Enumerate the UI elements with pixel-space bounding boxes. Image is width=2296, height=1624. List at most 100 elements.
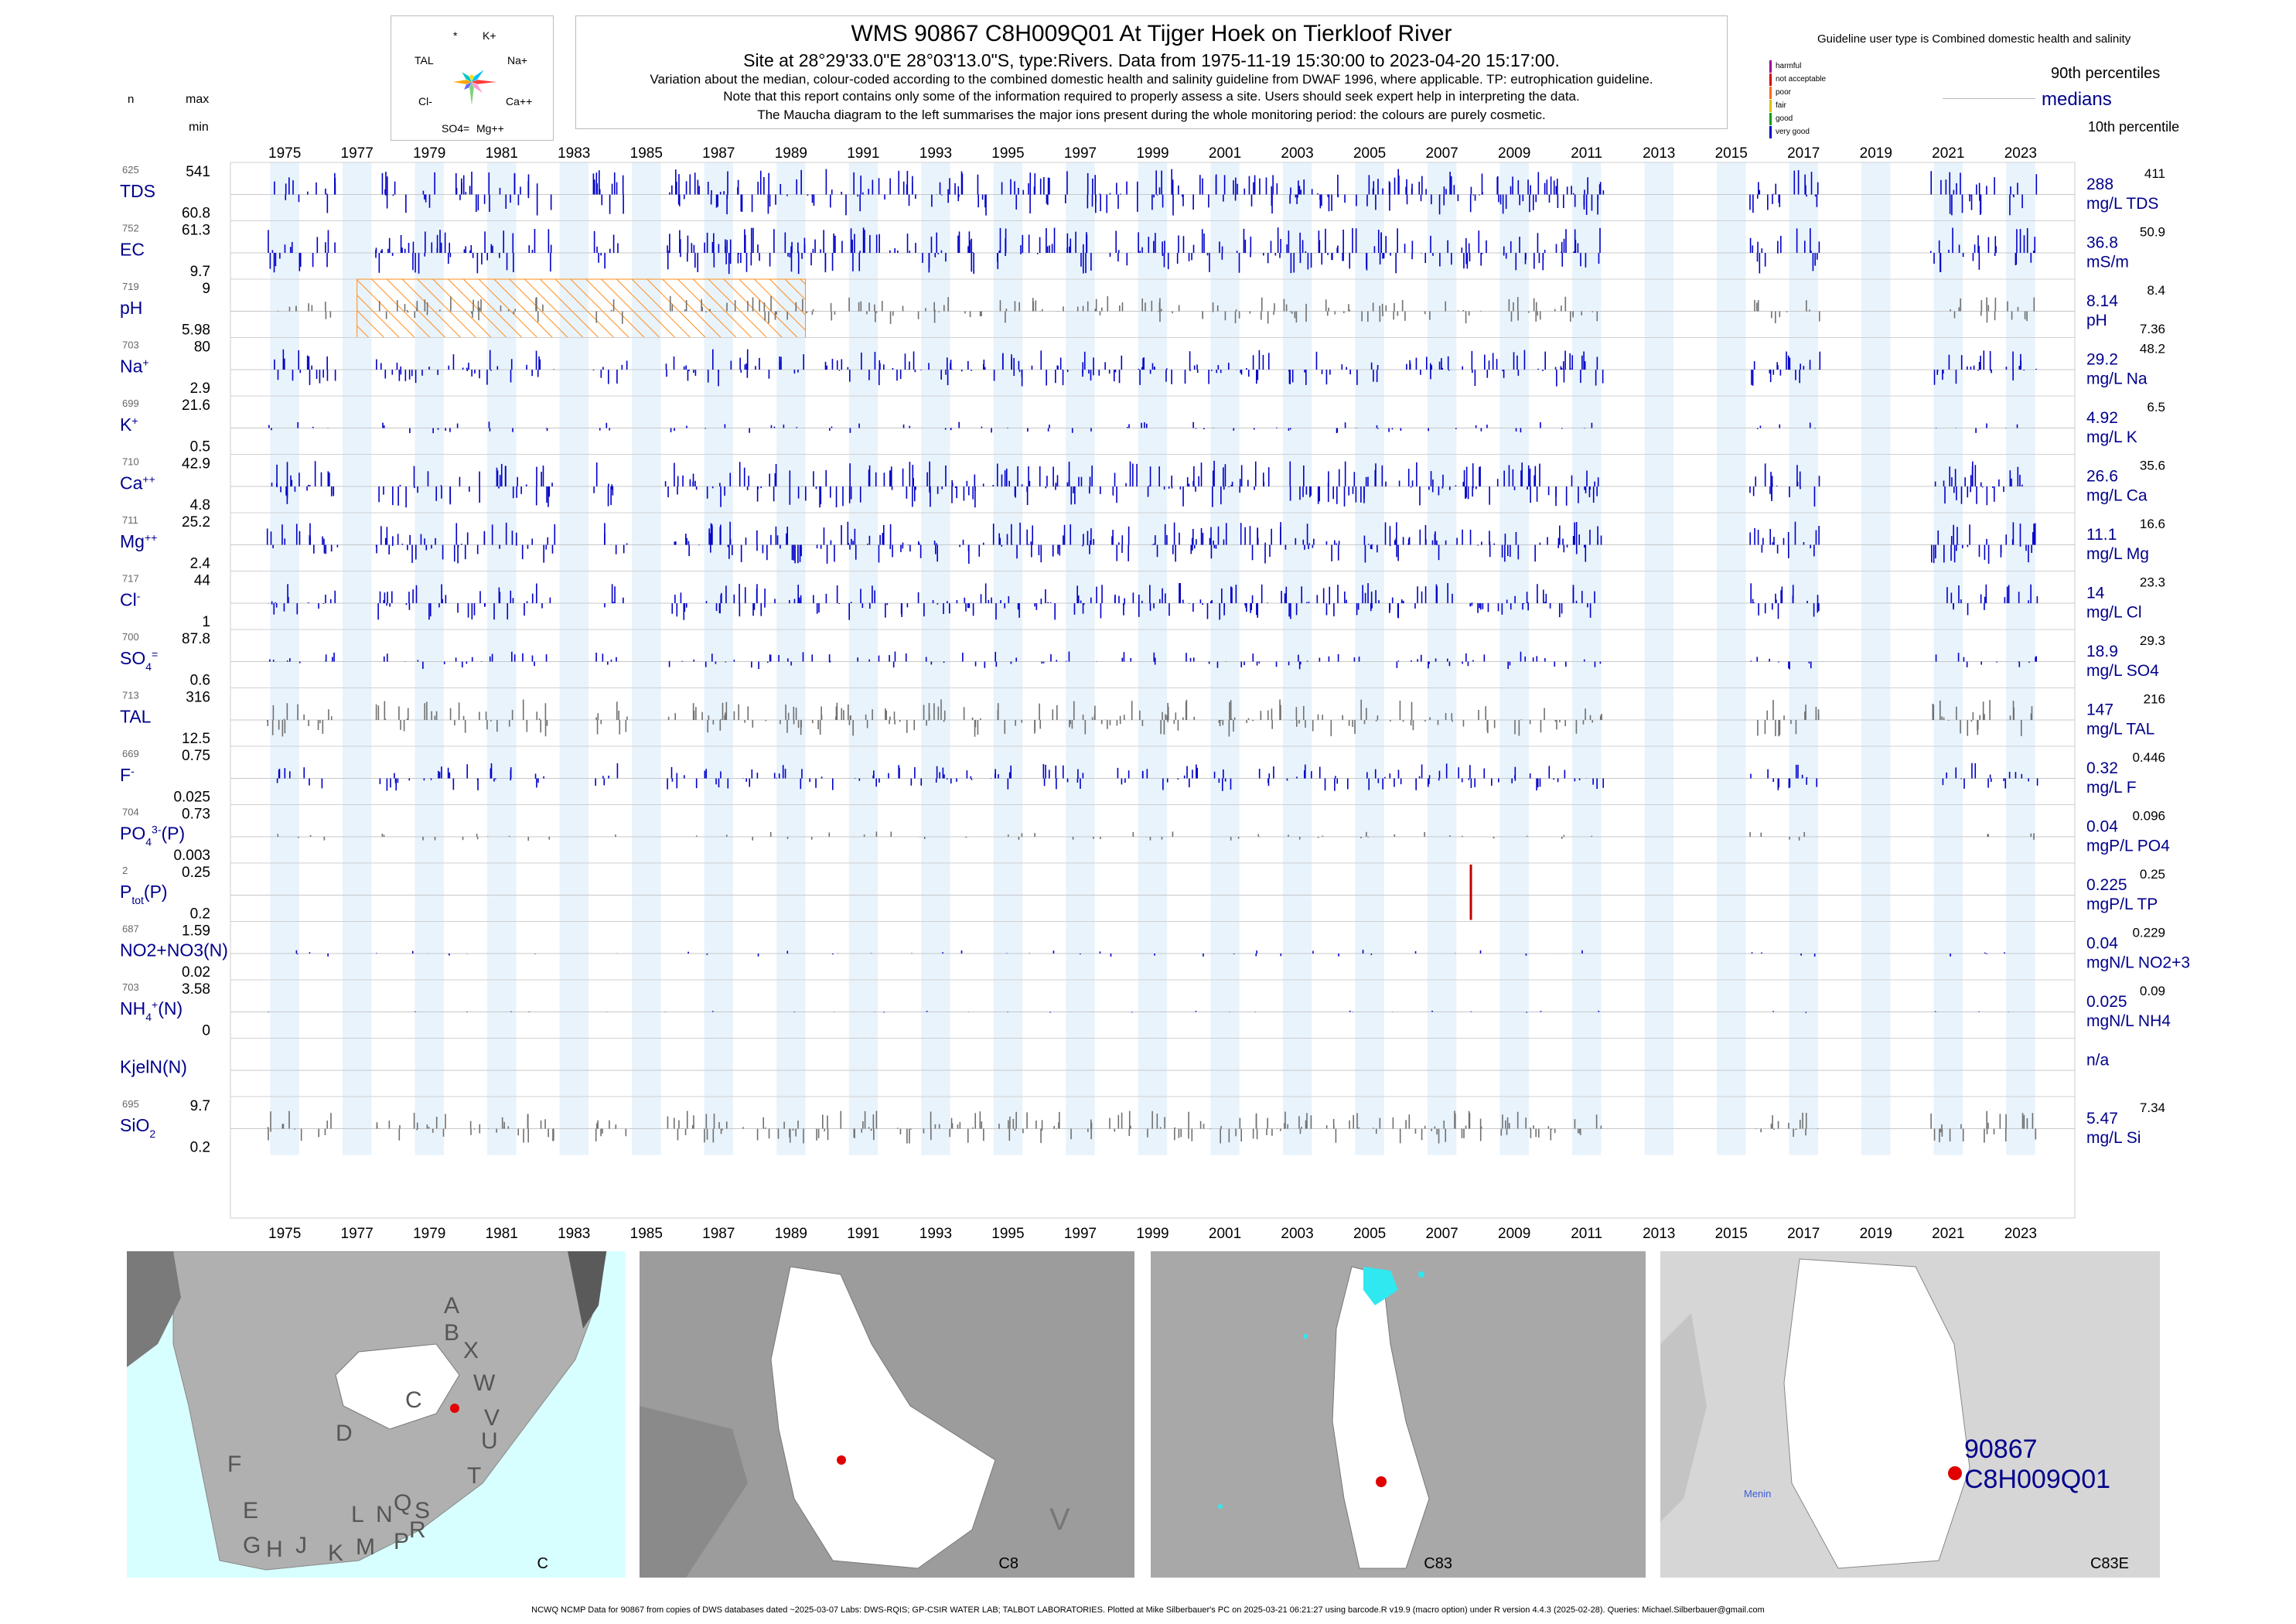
sample-bar [1304, 770, 1305, 779]
sample-bar [1228, 1128, 1230, 1143]
legend-label: not acceptable [1776, 75, 1826, 84]
sample-bar [1415, 357, 1418, 370]
sample-bar [1271, 1128, 1273, 1136]
sample-bar [300, 1128, 302, 1141]
sample-bar [1192, 480, 1194, 487]
sample-bar [299, 370, 302, 374]
sample-bar [1071, 720, 1073, 729]
sample-bar [974, 720, 977, 728]
row-n: 669 [122, 748, 139, 759]
sample-bar [1957, 653, 1960, 662]
sample-bar [854, 1128, 855, 1138]
sample-bar [505, 466, 507, 487]
sample-bar [929, 486, 930, 493]
sample-bar [1577, 1128, 1579, 1134]
sample-bar [733, 660, 735, 662]
sample-bar [1527, 465, 1530, 487]
sample-bar [1397, 769, 1400, 779]
sample-bar [966, 770, 968, 779]
sample-bar [1179, 532, 1180, 545]
sample-bar [1213, 460, 1215, 487]
sample-bar [290, 475, 292, 487]
sample-bar [276, 464, 278, 487]
sample-bar [1465, 486, 1466, 500]
sample-bar [1955, 370, 1957, 384]
sample-bar [1810, 228, 1811, 254]
sample-bar [1267, 602, 1268, 604]
sample-bar [1761, 544, 1763, 553]
sample-bar [726, 834, 728, 838]
sample-bar [1377, 544, 1378, 553]
sample-bar [1124, 598, 1125, 604]
sample-bar [1592, 778, 1594, 785]
sample-bar [889, 524, 892, 545]
sample-bar [1223, 486, 1225, 490]
sample-bar [749, 428, 750, 433]
sample-bar [454, 720, 455, 725]
sample-bar [1168, 486, 1170, 489]
maucha-petal [472, 80, 496, 84]
legend-swatch [1769, 60, 1772, 73]
row-unit: mg/L Na [2086, 370, 2148, 388]
year-tick-top: 1975 [268, 145, 301, 162]
sample-bar [1149, 370, 1151, 374]
sample-bar [773, 229, 775, 254]
sample-bar [1155, 535, 1156, 545]
row-p90: 50.9 [2140, 225, 2165, 240]
sample-bar [1257, 370, 1259, 380]
sample-bar [829, 486, 831, 498]
sample-bar [1776, 599, 1777, 604]
sample-bar [737, 187, 739, 195]
sample-bar [949, 178, 950, 195]
sample-bar [906, 1128, 908, 1144]
sample-bar [1482, 603, 1484, 609]
sample-bar [334, 242, 336, 254]
sample-bar [1094, 705, 1096, 721]
sample-bar [803, 1128, 804, 1144]
sample-bar [878, 178, 880, 195]
sample-bar [1335, 1128, 1337, 1143]
sample-bar [780, 357, 782, 370]
sample-bar [596, 720, 599, 735]
sample-bar [1312, 950, 1314, 954]
sample-bar [786, 194, 788, 196]
sample-bar [549, 597, 551, 604]
sample-bar [1804, 174, 1806, 195]
sample-bar [972, 486, 974, 500]
sample-bar [957, 235, 959, 254]
sample-bar [1752, 486, 1755, 496]
sample-bar [1142, 358, 1144, 370]
sample-bar [289, 247, 292, 254]
sample-bar [718, 244, 720, 254]
sample-bar [1453, 185, 1455, 195]
row-name: Ptot(P) [120, 882, 168, 906]
year-tick-bottom: 2015 [1715, 1226, 1748, 1242]
sample-bar [1751, 952, 1753, 954]
site-code-label: C8H009Q01 [1964, 1465, 2111, 1494]
sample-bar [1138, 368, 1140, 370]
sample-bar [764, 589, 766, 604]
sample-bar [1589, 603, 1592, 618]
sample-bar [1329, 586, 1331, 604]
sample-bar [752, 837, 754, 841]
sample-bar [1042, 309, 1043, 312]
sample-bar [2005, 367, 2008, 370]
sample-bar [936, 603, 939, 605]
sample-bar [1094, 175, 1096, 195]
sample-bar [2015, 772, 2017, 779]
sample-bar [868, 535, 871, 545]
row-name: TDS [120, 181, 155, 201]
maucha-label-cl: Cl- [418, 95, 432, 107]
sample-bar [1414, 1128, 1417, 1134]
sample-bar [756, 486, 759, 502]
sample-bar [1262, 354, 1264, 370]
sample-bar [883, 473, 885, 487]
sample-bar [1348, 486, 1349, 496]
sample-bar [289, 658, 291, 662]
sample-bar [1525, 253, 1527, 260]
sample-bar [1557, 544, 1559, 548]
sample-bar [490, 244, 493, 254]
map-caption-c8: C8 [998, 1555, 1018, 1572]
sample-bar [1474, 778, 1476, 787]
sample-bar [1507, 661, 1509, 669]
